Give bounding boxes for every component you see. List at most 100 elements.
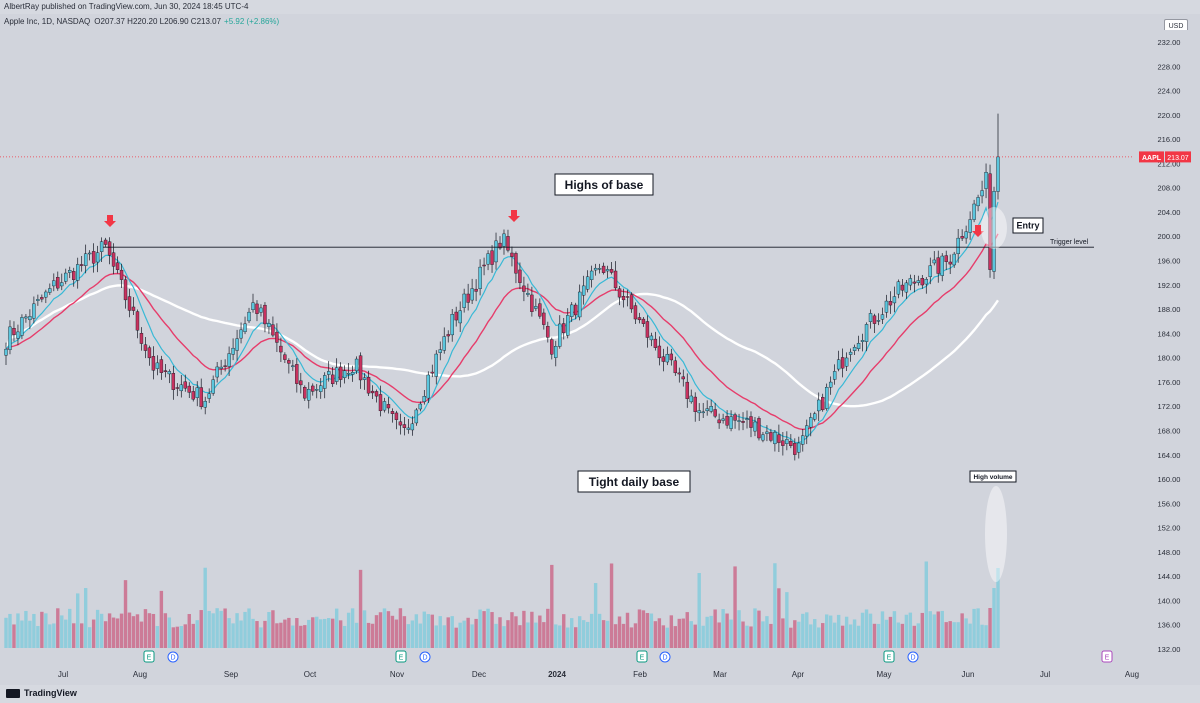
price-axis[interactable] — [1134, 30, 1200, 666]
volume-bar — [151, 613, 156, 648]
candle-body — [426, 374, 430, 399]
volume-bar — [279, 622, 283, 648]
dividend-marker[interactable] — [907, 651, 919, 663]
tight-daily-base-label-box — [577, 470, 691, 493]
y-tick-label: 164.00 — [1158, 451, 1181, 460]
earnings-marker-label: E — [1105, 655, 1110, 662]
candle-body — [697, 410, 701, 414]
earnings-marker[interactable] — [395, 650, 407, 663]
volume-bar — [319, 619, 323, 648]
candle-body — [916, 280, 921, 284]
volume-bar — [40, 611, 44, 648]
volume-bar — [637, 609, 642, 648]
candle-body — [410, 423, 415, 431]
volume-bar — [725, 613, 729, 648]
volume-bar — [378, 612, 383, 648]
candle-body — [446, 334, 450, 337]
volume-bar — [741, 621, 745, 648]
volume-bar — [366, 622, 371, 648]
volume-bar — [446, 617, 450, 648]
volume-bar — [99, 613, 104, 648]
volume-bar — [79, 623, 84, 648]
volume-bar — [255, 621, 259, 648]
candle-body — [908, 278, 913, 286]
earnings-marker[interactable] — [143, 650, 155, 663]
symbol-legend[interactable]: Apple Inc, 1D, NASDAQ O207.37 H220.20 L20… — [0, 14, 279, 30]
volume-bar — [665, 627, 670, 648]
candle-body — [872, 315, 877, 324]
volume-bar — [601, 620, 606, 648]
candle-body — [119, 269, 124, 280]
volume-bar — [713, 609, 717, 648]
volume-bar — [506, 620, 510, 648]
volume-bar — [346, 612, 351, 648]
earnings-marker[interactable] — [883, 650, 895, 663]
volume-bar — [558, 625, 562, 648]
earnings-marker-label: E — [147, 655, 152, 662]
volume-bar — [562, 614, 566, 648]
tradingview-brand: TradingView — [24, 688, 77, 698]
dividend-marker[interactable] — [659, 651, 671, 663]
high-volume-label-box — [969, 470, 1017, 483]
candle-body — [68, 270, 72, 273]
volume-bar — [924, 561, 928, 648]
candle-body — [442, 336, 446, 351]
candle-body — [633, 305, 638, 320]
volume-bar — [813, 619, 817, 648]
candle-body — [577, 291, 582, 318]
dividend-marker-label: D — [910, 655, 915, 662]
candle-body — [713, 409, 717, 417]
volume-bar — [187, 614, 191, 648]
time-axis[interactable]: Jul Aug Sep Oct Nov Dec 2024 Feb Mar Apr May Jun Jul… — [0, 666, 1145, 684]
volume-bar — [334, 608, 339, 648]
candle-body — [502, 233, 506, 247]
candle-body — [123, 279, 128, 301]
candle-body — [920, 278, 925, 286]
candle-body — [976, 197, 980, 207]
candle-body — [486, 253, 490, 265]
volume-bar — [621, 623, 626, 648]
candle-body — [805, 425, 809, 437]
dividend-marker[interactable] — [419, 651, 431, 663]
earnings-marker[interactable] — [1101, 650, 1113, 663]
volume-bar — [980, 624, 984, 648]
candle-body — [510, 252, 514, 257]
volume-bar — [450, 616, 454, 648]
candle-body — [609, 269, 614, 273]
volume-bar — [374, 615, 379, 648]
candle-body — [16, 331, 20, 339]
y-tick-label: 144.00 — [1158, 572, 1181, 581]
candle-body — [538, 303, 542, 317]
candle-body — [330, 374, 335, 385]
candle-body — [394, 412, 399, 420]
candle-body — [737, 420, 741, 422]
volume-bar — [737, 610, 741, 648]
price-chart[interactable]: 132.00 136.00 140.00 144.00 148.00 152.00 156.… — [0, 30, 1200, 666]
earnings-marker[interactable] — [636, 650, 648, 663]
x-tick-label: Jul — [1039, 670, 1051, 679]
candle-body — [665, 354, 670, 363]
candle-body — [570, 304, 574, 317]
volume-bar — [653, 621, 658, 648]
volume-bar — [143, 609, 148, 648]
volume-bar — [729, 619, 733, 648]
volume-bar — [836, 614, 841, 648]
candle-body — [87, 252, 92, 255]
volume-bar — [876, 623, 881, 648]
volume-bar — [613, 624, 618, 648]
candle-body — [585, 276, 590, 290]
candle-body — [597, 268, 602, 270]
volume-bar — [20, 620, 24, 648]
dividend-marker[interactable] — [167, 651, 179, 663]
candle-body — [295, 364, 299, 384]
y-tick-label: 172.00 — [1158, 402, 1181, 411]
earnings-marker-label: E — [887, 655, 892, 662]
volume-bar — [920, 612, 925, 648]
volume-bar — [860, 612, 865, 648]
candle-body — [338, 366, 343, 380]
volume-bar — [936, 611, 940, 648]
tradingview-logo[interactable]: TradingView — [6, 688, 77, 698]
candle-body — [964, 231, 968, 239]
candle-body — [689, 395, 693, 403]
candle-body — [757, 418, 761, 439]
